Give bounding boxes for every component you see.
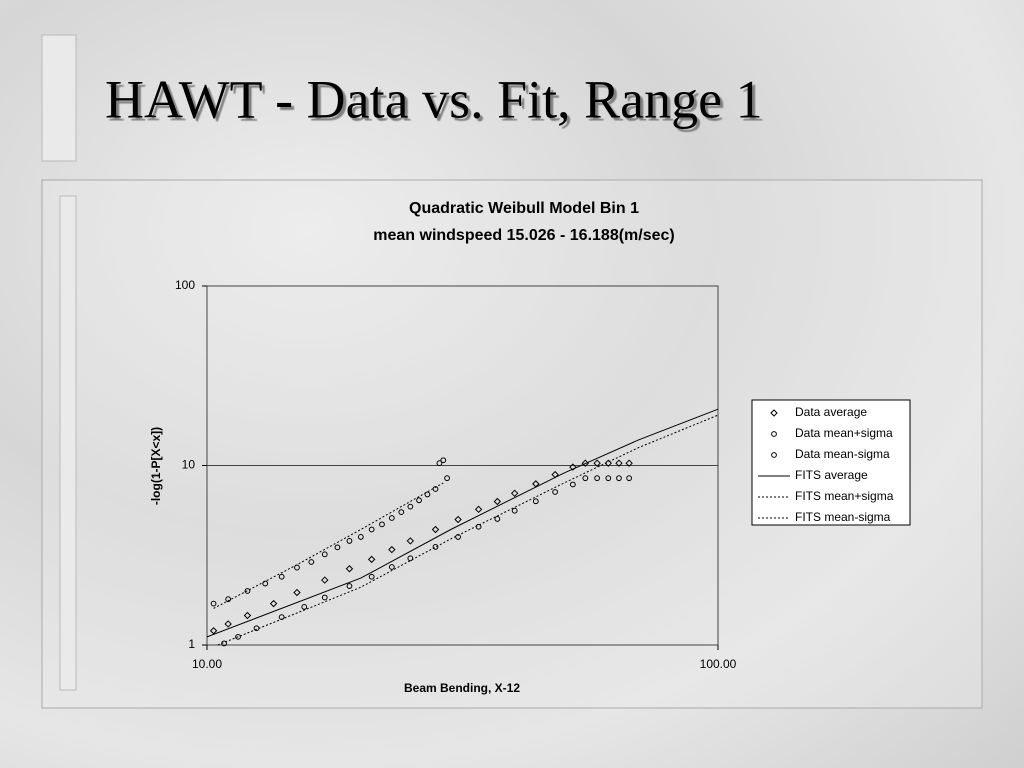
data-point [569, 463, 577, 471]
data-point [593, 459, 601, 467]
data-point [262, 580, 269, 587]
legend-marker [771, 431, 777, 437]
data-point [594, 475, 601, 482]
data-point [407, 503, 414, 510]
data-point [235, 633, 241, 640]
data-point [615, 459, 623, 467]
data-point [346, 538, 353, 544]
y-tick-label: 10 [182, 458, 196, 472]
data-point [494, 516, 501, 522]
chart-title: Quadratic Weibull Model Bin 1 [409, 200, 639, 217]
decor-bar [59, 195, 77, 691]
data-point [224, 620, 232, 628]
data-point [357, 534, 364, 540]
decor-bar [41, 34, 77, 162]
legend-label: Data average [795, 405, 867, 419]
fit-line [217, 414, 719, 646]
data-point [407, 555, 414, 562]
data-point [368, 526, 375, 533]
data-point [398, 509, 405, 516]
data-point [388, 545, 396, 554]
data-point [605, 475, 612, 482]
data-point [511, 507, 518, 514]
data-point [510, 489, 519, 498]
data-point [388, 515, 395, 521]
data-point [626, 475, 633, 482]
fit-line [213, 482, 444, 609]
chart-subtitle: mean windspeed 15.026 - 16.188(m/sec) [373, 227, 674, 244]
data-point [244, 588, 251, 594]
data-point [308, 559, 315, 565]
legend-box [751, 399, 911, 526]
data-point [424, 491, 431, 498]
data-point [474, 505, 483, 514]
y-tick-label: 1 [188, 637, 195, 651]
data-point [209, 627, 218, 635]
data-point [334, 544, 341, 551]
fit-line [206, 408, 719, 638]
legend-marker [771, 452, 777, 458]
data-point [225, 596, 232, 603]
legend-label: FITS average [795, 468, 868, 482]
data-point [321, 594, 328, 601]
data-point [345, 565, 354, 573]
data-point [432, 543, 439, 550]
data-point [321, 551, 328, 558]
data-point [379, 521, 385, 528]
data-point [243, 611, 252, 620]
data-point [532, 498, 539, 505]
data-point [604, 459, 613, 467]
x-tick-label: 10.00 [192, 657, 222, 671]
data-point [625, 459, 633, 467]
data-point [431, 525, 440, 534]
slide-title: HAWT - Data vs. Fit, Range 1 [105, 69, 763, 129]
data-point [210, 600, 217, 607]
data-point [406, 537, 415, 545]
data-point [388, 564, 395, 570]
data-point [346, 583, 353, 589]
data-point [293, 588, 301, 597]
legend-label: Data mean+sigma [795, 426, 893, 440]
legend-label: FITS mean-sigma [795, 510, 891, 524]
data-point [368, 573, 375, 580]
data-point [367, 555, 376, 564]
x-tick-label: 100.00 [700, 657, 737, 671]
legend-marker [770, 409, 778, 417]
data-point [269, 599, 278, 608]
y-axis-title: -log(1-P[X<x]) [149, 427, 163, 505]
data-point [552, 489, 559, 495]
legend-label: Data mean-sigma [795, 447, 890, 461]
data-point [582, 475, 589, 482]
data-point [616, 475, 622, 482]
legend-label: FITS mean+sigma [795, 489, 894, 503]
data-point [454, 515, 462, 524]
data-point [569, 481, 576, 488]
data-point [416, 497, 422, 504]
data-point [493, 497, 502, 506]
data-point [301, 604, 308, 610]
y-tick-label: 100 [175, 278, 195, 292]
data-point [436, 460, 443, 467]
data-point [440, 457, 447, 464]
data-point [321, 576, 329, 584]
data-point [278, 573, 285, 580]
x-axis-title: Beam Bending, X-12 [404, 681, 520, 695]
data-point [444, 475, 450, 482]
